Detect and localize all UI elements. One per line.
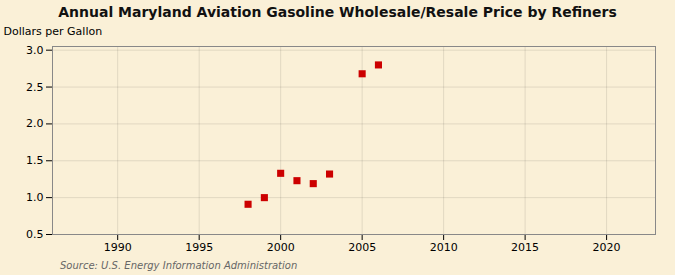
svg-text:2005: 2005 (348, 241, 376, 254)
svg-text:2010: 2010 (430, 241, 458, 254)
html-text:Source: U.S. Energy Informatio: Source: U.S. Energy Information Administ… (60, 260, 298, 271)
svg-text:2015: 2015 (511, 241, 539, 254)
svg-text:1.5: 1.5 (26, 154, 44, 167)
svg-text:2020: 2020 (593, 241, 621, 254)
svg-text:Dollars per Gallon: Dollars per Gallon (4, 25, 103, 38)
svg-text:2.5: 2.5 (26, 81, 44, 94)
svg-text:2.0: 2.0 (26, 117, 44, 130)
svg-text:0.5: 0.5 (26, 228, 44, 241)
html-text:Annual Maryland Aviation Gasol: Annual Maryland Aviation Gasoline Wholes… (58, 4, 617, 20)
svg-text:3.0: 3.0 (26, 44, 44, 57)
svg-text:1.0: 1.0 (26, 191, 44, 204)
svg-text:1995: 1995 (185, 241, 213, 254)
svg-text:2000: 2000 (267, 241, 295, 254)
svg-text:1990: 1990 (104, 241, 132, 254)
